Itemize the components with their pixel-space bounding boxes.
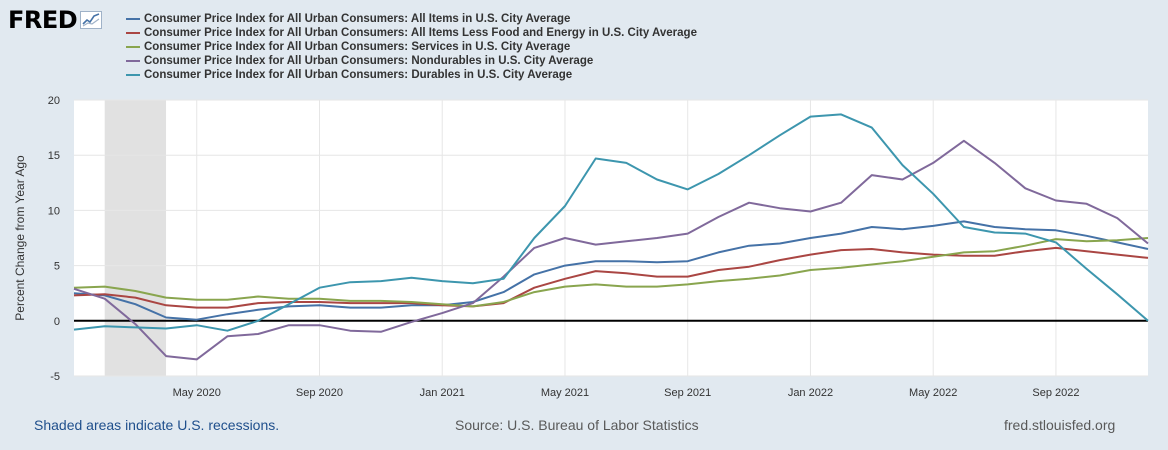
- y-tick-label: 5: [54, 261, 60, 273]
- series-line-core[interactable]: [73, 246, 1149, 309]
- series-line-services[interactable]: [73, 237, 1149, 308]
- fred-logo-text: FRED: [8, 6, 78, 34]
- legend-label: Consumer Price Index for All Urban Consu…: [144, 13, 571, 25]
- x-tick-label: Sep 2020: [296, 387, 343, 399]
- y-axis-label: Percent Change from Year Ago: [13, 155, 27, 321]
- legend-swatch: [126, 32, 140, 34]
- legend-item-nondurables[interactable]: Consumer Price Index for All Urban Consu…: [126, 54, 697, 68]
- legend-item-services[interactable]: Consumer Price Index for All Urban Consu…: [126, 40, 697, 54]
- chart-legend: Consumer Price Index for All Urban Consu…: [126, 12, 697, 82]
- series-line-durables[interactable]: [73, 113, 1149, 332]
- fred-url-link[interactable]: fred.stlouisfed.org: [1004, 417, 1116, 433]
- y-tick-label: 20: [48, 95, 60, 107]
- legend-item-all-items[interactable]: Consumer Price Index for All Urban Consu…: [126, 12, 697, 26]
- plot-area: [74, 100, 1148, 376]
- recession-note: Shaded areas indicate U.S. recessions.: [34, 417, 280, 433]
- legend-swatch: [126, 74, 140, 76]
- y-tick-label: 15: [48, 150, 60, 162]
- x-tick-label: Sep 2021: [664, 387, 711, 399]
- legend-item-durables[interactable]: Consumer Price Index for All Urban Consu…: [126, 68, 697, 82]
- legend-item-core[interactable]: Consumer Price Index for All Urban Consu…: [126, 26, 697, 40]
- x-tick-label: Jan 2022: [788, 387, 833, 399]
- legend-label: Consumer Price Index for All Urban Consu…: [144, 69, 573, 81]
- legend-label: Consumer Price Index for All Urban Consu…: [144, 55, 594, 67]
- series-line-nondurables[interactable]: [73, 139, 1149, 361]
- line-chart: -5 0 5 10 15 20 May 2020 Sep 2020 Jan 2021 May 2…: [13, 95, 1149, 399]
- y-tick-label: 0: [54, 316, 60, 328]
- x-tick-label: Sep 2022: [1032, 387, 1079, 399]
- legend-label: Consumer Price Index for All Urban Consu…: [144, 27, 697, 39]
- series-line-all_items[interactable]: [73, 220, 1149, 321]
- x-tick-label: Jan 2021: [420, 387, 465, 399]
- y-tick-label: 10: [48, 205, 60, 217]
- y-tick-label: -5: [50, 371, 60, 383]
- source-text: Source: U.S. Bureau of Labor Statistics: [455, 417, 699, 433]
- legend-swatch: [126, 18, 140, 20]
- line-chart-icon: [80, 11, 103, 29]
- recession-shade: [104, 100, 167, 376]
- x-tick-label: May 2020: [173, 387, 221, 399]
- fred-logo[interactable]: FRED: [8, 6, 103, 34]
- x-tick-label: May 2021: [541, 387, 589, 399]
- x-tick-label: May 2022: [909, 387, 957, 399]
- legend-swatch: [126, 60, 140, 62]
- legend-swatch: [126, 46, 140, 48]
- legend-label: Consumer Price Index for All Urban Consu…: [144, 41, 571, 53]
